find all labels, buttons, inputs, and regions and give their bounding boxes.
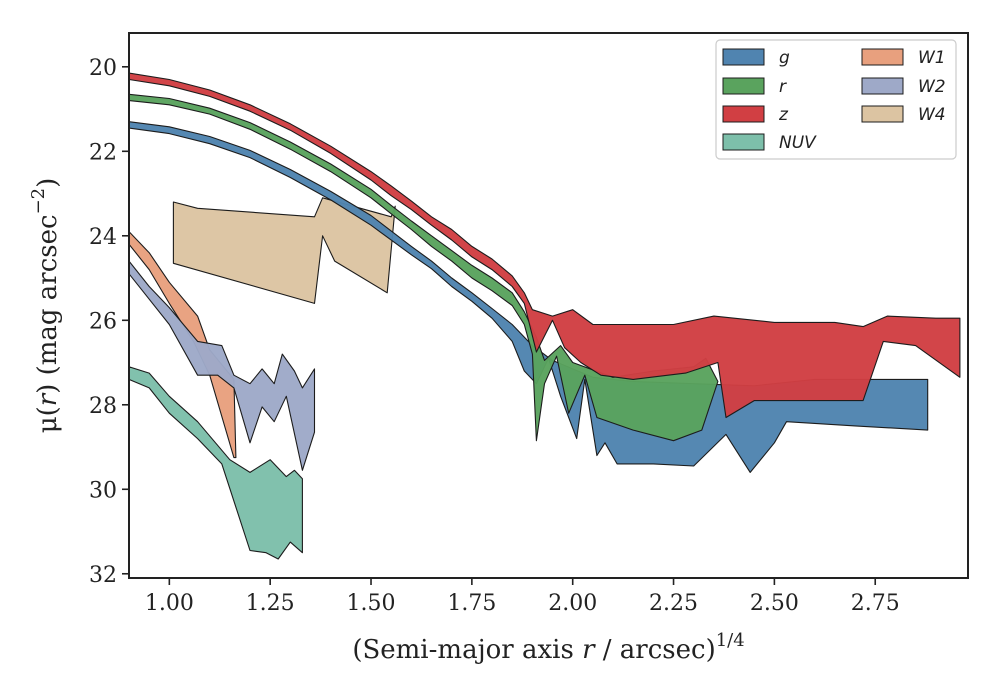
x-tick-label: 2.00 [548, 591, 597, 616]
legend-item-w4: W4 [861, 105, 946, 125]
legend-label: g [779, 48, 790, 68]
legend-item-g: g [722, 48, 790, 68]
x-axis: 1.00 1.25 1.50 1.75 2.00 2.25 2.50 2.75 [145, 578, 900, 616]
y-tick-label: 26 [89, 309, 117, 334]
x-tick-label: 1.75 [447, 591, 496, 616]
legend-label: W4 [918, 105, 946, 125]
legend-label: r [779, 77, 787, 97]
series-area-w2 [129, 260, 316, 471]
profile-areas [129, 72, 961, 560]
legend-swatch [861, 77, 904, 95]
y-axis-label: μ(r) (mag arcsec−2) [28, 178, 63, 434]
legend-item-r: r [722, 77, 787, 97]
y-axis: 20 22 24 26 28 30 32 [89, 56, 129, 588]
legend: grz NUV W1 W2 W4 [715, 39, 957, 160]
legend-item-w2: W2 [861, 77, 946, 97]
legend-swatch [722, 77, 765, 95]
y-tick-label: 24 [89, 225, 117, 250]
legend-swatch [861, 48, 904, 66]
x-tick-label: 1.50 [347, 591, 396, 616]
legend-label: NUV [779, 133, 817, 153]
legend-swatch [722, 133, 765, 151]
y-tick-label: 22 [89, 140, 117, 165]
legend-box [715, 39, 957, 160]
legend-swatch [861, 105, 904, 123]
plot-frame [128, 32, 969, 579]
legend-swatch [722, 48, 765, 66]
legend-label: W1 [918, 48, 946, 68]
legend-item-nuv: NUV [722, 133, 817, 153]
y-tick-label: 20 [89, 56, 117, 81]
legend-item-z: z [722, 105, 789, 125]
legend-label: z [778, 105, 789, 125]
series-area-nuv [129, 366, 303, 560]
legend-swatch [722, 105, 765, 123]
y-tick-label: 32 [89, 563, 117, 588]
x-tick-label: 2.25 [649, 591, 698, 616]
x-tick-label: 2.75 [851, 591, 900, 616]
legend-item-w1: W1 [861, 48, 946, 68]
x-tick-label: 1.25 [246, 591, 295, 616]
series-area-g [129, 121, 929, 473]
x-tick-label: 2.50 [750, 591, 799, 616]
series-area-r [129, 93, 719, 442]
y-tick-label: 30 [89, 478, 117, 503]
series-area-z [129, 72, 961, 419]
x-axis-label: (Semi-major axis r / arcsec)1/4 [352, 630, 744, 665]
y-tick-label: 28 [89, 394, 117, 419]
legend-label: W2 [918, 77, 946, 97]
x-tick-label: 1.00 [145, 591, 194, 616]
series-area-w1 [129, 231, 237, 459]
series-area-w4 [172, 197, 396, 304]
